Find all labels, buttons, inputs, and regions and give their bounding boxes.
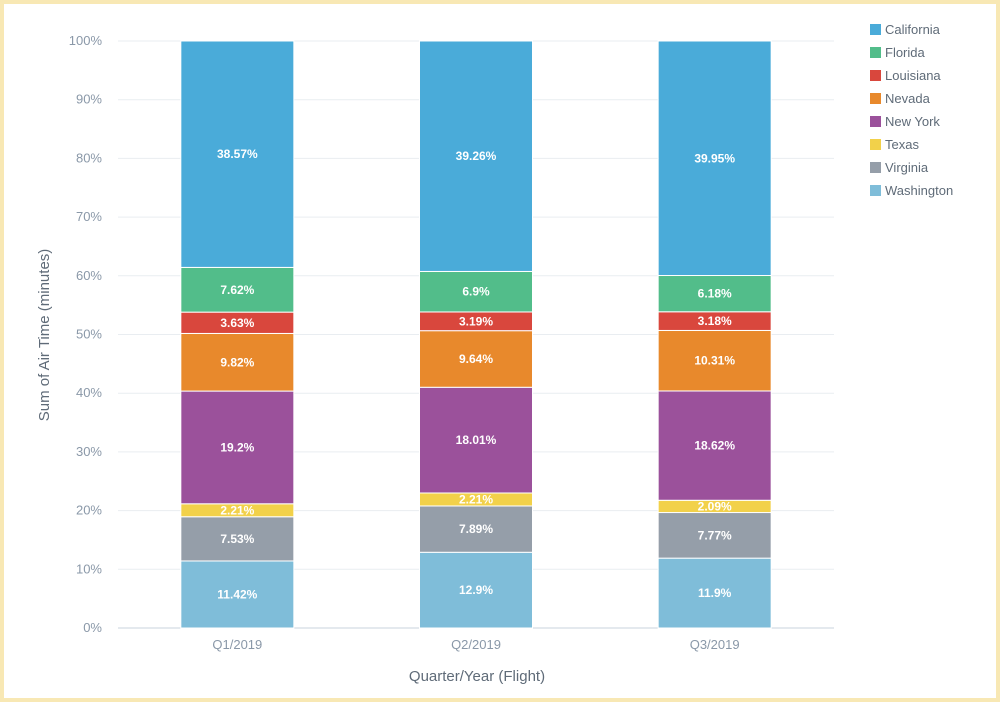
y-tick-label: 0% [83,620,102,635]
legend-label: Washington [885,183,953,198]
data-label: 38.57% [217,147,258,161]
legend-swatch [870,24,881,35]
legend-item-texas[interactable]: Texas [870,137,919,152]
data-label: 7.62% [220,283,254,297]
bar-segment-california[interactable] [657,40,772,277]
data-label: 7.77% [698,528,732,542]
x-tick-label: Q3/2019 [690,637,740,652]
data-label: 18.01% [456,433,497,447]
bar-segment-new-york[interactable] [180,390,295,505]
legend-item-virginia[interactable]: Virginia [870,160,929,175]
data-label: 6.9% [462,285,490,299]
stacked-bar-chart: 0% 10% 20% 30% 40% 50% 60% 70% 80% 90% 100% 11.42%… [36,22,953,685]
bar-segment-florida[interactable] [180,266,295,313]
legend-label: New York [885,114,940,129]
legend-swatch [870,70,881,81]
data-label: 11.42% [217,587,257,601]
data-label: 39.26% [456,149,497,163]
bar-segment-nevada[interactable] [419,330,533,388]
data-label: 2.21% [220,503,254,517]
data-label: 3.63% [220,316,254,330]
data-label: 3.19% [459,314,493,328]
legend-swatch [870,47,881,58]
y-axis-title: Sum of Air Time (minutes) [36,249,53,422]
x-tick-label: Q1/2019 [212,637,262,652]
legend-item-washington[interactable]: Washington [870,183,953,198]
bars: 11.42% 7.53% 2.21% 19.2% 9.82% 3.63% 7.62% 38.5… [180,40,772,629]
legend-item-new-york[interactable]: New York [870,114,940,129]
y-tick-label: 30% [76,444,102,459]
bar-stack-q1-2019: 11.42% 7.53% 2.21% 19.2% 9.82% 3.63% 7.62% 38.5… [180,40,295,629]
data-label: 11.9% [698,586,732,600]
bar-stack-q3-2019: 11.9% 7.77% 2.09% 18.62% 10.31% 3.18% 6.18% 39.… [657,40,772,629]
y-tick-label: 90% [76,92,102,107]
bar-stack-q2-2019: 12.9% 7.89% 2.21% 18.01% 9.64% 3.19% 6.9% 39.26… [419,40,533,629]
y-axis-ticks: 0% 10% 20% 30% 40% 50% 60% 70% 80% 90% 100% [69,33,103,635]
x-axis-ticks: Q1/2019 Q2/2019 Q3/2019 [212,637,739,652]
data-label: 9.82% [220,355,254,369]
y-tick-label: 60% [76,268,102,283]
bar-segment-washington[interactable] [657,557,772,629]
legend-label: California [885,22,941,37]
y-tick-label: 40% [76,385,102,400]
legend-item-nevada[interactable]: Nevada [870,91,931,106]
data-label: 7.89% [459,522,493,536]
bar-segment-new-york[interactable] [657,390,772,501]
bar-segment-california[interactable] [419,40,533,272]
data-label: 2.09% [698,499,732,513]
legend-swatch [870,162,881,173]
legend-swatch [870,116,881,127]
legend: California Florida Louisiana Nevada New York… [870,22,953,198]
data-label: 6.18% [698,287,732,301]
data-label: 10.31% [694,354,735,368]
bar-segment-virginia[interactable] [657,512,772,559]
bar-segment-california[interactable] [180,40,295,268]
y-tick-label: 100% [69,33,103,48]
y-tick-label: 80% [76,150,102,165]
legend-swatch [870,139,881,150]
legend-item-louisiana[interactable]: Louisiana [870,68,941,83]
bar-segment-nevada[interactable] [180,332,295,392]
x-tick-label: Q2/2019 [451,637,501,652]
y-tick-label: 20% [76,503,102,518]
x-axis-title: Quarter/Year (Flight) [409,668,545,685]
legend-label: Louisiana [885,68,941,83]
legend-item-florida[interactable]: Florida [870,45,926,60]
legend-swatch [870,185,881,196]
data-label: 18.62% [694,439,735,453]
y-tick-label: 50% [76,327,102,342]
bar-segment-washington[interactable] [180,560,295,629]
legend-label: Virginia [885,160,929,175]
bar-segment-virginia[interactable] [180,516,295,562]
data-label: 19.2% [220,440,254,454]
bar-segment-virginia[interactable] [419,505,533,553]
legend-label: Texas [885,137,919,152]
legend-item-california[interactable]: California [870,22,941,37]
legend-label: Florida [885,45,926,60]
y-tick-label: 10% [76,561,102,576]
data-label: 2.21% [459,492,493,506]
bar-segment-new-york[interactable] [419,386,533,494]
data-label: 12.9% [459,583,493,597]
data-label: 7.53% [220,532,254,546]
legend-label: Nevada [885,91,931,106]
data-label: 39.95% [694,151,735,165]
legend-swatch [870,93,881,104]
data-label: 3.18% [698,314,732,328]
y-tick-label: 70% [76,209,102,224]
data-label: 9.64% [459,352,493,366]
